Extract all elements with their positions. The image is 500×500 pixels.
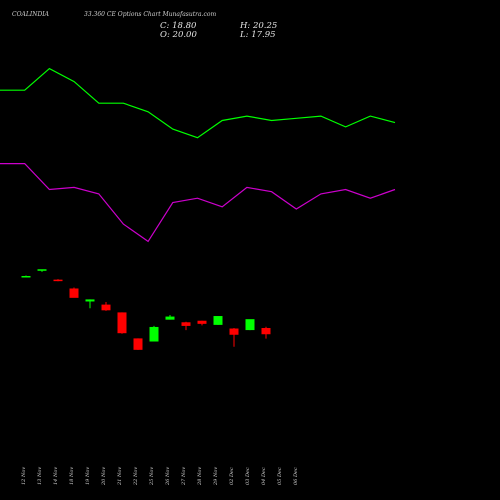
x-tick-label: 20 Nov [101, 467, 107, 486]
high-value: H: 20.25 [239, 21, 277, 31]
candle-body [101, 304, 111, 311]
x-tick-label: 25 Nov [149, 467, 155, 486]
x-tick-label: 05 Dec [277, 467, 283, 485]
x-tick-label: 26 Nov [165, 467, 171, 486]
candle-body [69, 288, 79, 298]
x-tick-label: 14 Nov [53, 467, 59, 485]
x-tick-label: 04 Dec [261, 467, 267, 485]
x-tick-label: 18 Nov [69, 467, 75, 485]
x-tick-label: 19 Nov [85, 467, 91, 485]
x-tick-label: 28 Nov [197, 467, 203, 486]
candle-body [37, 269, 47, 271]
candle-body [117, 312, 127, 334]
x-tick-label: 22 Nov [133, 467, 139, 486]
candle-body [261, 328, 271, 335]
x-tick-label: 12 Nov [21, 467, 27, 485]
open-value: O: 20.00 [160, 30, 197, 40]
x-tick-label: 29 Nov [213, 467, 219, 486]
candle-body [213, 316, 223, 325]
x-tick-label: 13 Nov [37, 467, 43, 485]
candle-body [21, 276, 31, 278]
candles [21, 269, 271, 350]
candle-body [245, 319, 255, 331]
low-value: L: 17.95 [239, 30, 276, 40]
candle-body [85, 299, 95, 302]
x-tick-label: 06 Dec [293, 467, 299, 485]
indicator-line-green [0, 67, 396, 139]
x-tick-label: 27 Nov [181, 467, 187, 486]
candle-body [149, 326, 159, 342]
x-tick-label: 03 Dec [245, 467, 251, 485]
x-tick-label: 21 Nov [117, 467, 123, 486]
symbol-label: COALINDIA [12, 11, 50, 18]
candle-body [133, 338, 143, 350]
indicator-line-magenta [0, 163, 396, 243]
candle-body [165, 316, 175, 320]
candle-body [197, 320, 207, 324]
chart-subtitle: 33.360 CE Options Chart Munafasutra.com [84, 11, 216, 18]
candle-body [181, 322, 191, 326]
close-value: C: 18.80 [160, 21, 197, 31]
candle-body [53, 279, 63, 282]
x-axis-ticks: 12 Nov 13 Nov 14 Nov 18 Nov 19 Nov 20 Nov 21 N… [21, 467, 299, 486]
indicator-lines [0, 67, 396, 243]
candle-body [229, 328, 239, 335]
x-tick-label: 02 Dec [229, 467, 235, 485]
